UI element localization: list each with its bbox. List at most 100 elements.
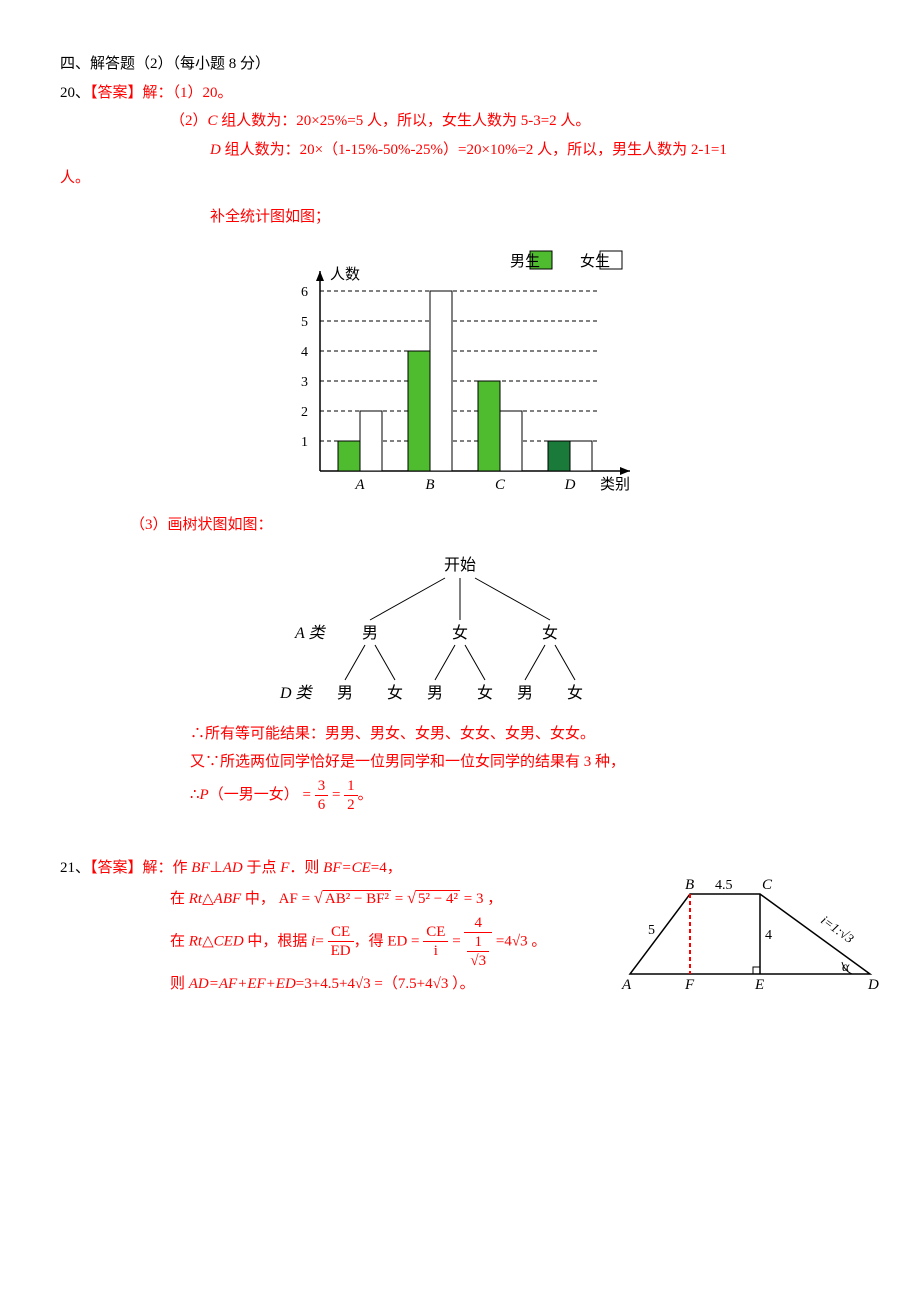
q21-line3: 在 Rt△CED 中，根据 i= CEED，得 ED = CEi = 41√3 … (60, 914, 580, 970)
xcat: D (564, 477, 576, 493)
bar-b-male (408, 351, 430, 471)
text: =4 (492, 933, 512, 949)
sqrt-expr: 5² − 4² (407, 882, 460, 914)
q20-concl-2: 又∵所选两位同学恰好是一位男同学和一位女同学的结果有 3 种， (60, 748, 860, 777)
bar-b-female (430, 291, 452, 471)
pt-e: E (754, 977, 764, 993)
text: 。 (358, 786, 373, 802)
y-axis-label: 人数 (330, 266, 360, 283)
legend-male-label: 男生 (510, 253, 540, 270)
pt-b: B (685, 877, 694, 893)
text: （一男一女） (209, 786, 299, 802)
q20-part2-line1: （2）C 组人数为：20×25%=5 人，所以，女生人数为 5-3=2 人。 (60, 107, 860, 136)
text: =4， (371, 860, 402, 876)
ytick: 1 (301, 435, 308, 450)
text: （2） (170, 113, 208, 129)
ytick: 3 (301, 375, 308, 390)
bar-a-female (360, 411, 382, 471)
ytick: 6 (301, 285, 308, 300)
tree-svg: 开始 A 类 男 女 女 D 类 男 女 男 女 男 女 (240, 550, 680, 710)
text: 解：作 (143, 860, 192, 876)
pt-f: F (684, 977, 695, 993)
frac-3-6: 36 (315, 777, 329, 814)
q20-tree-diagram: 开始 A 类 男 女 女 D 类 男 女 男 女 男 女 (60, 550, 860, 710)
tree-l2: 男 (427, 685, 443, 702)
text: ）。 (448, 976, 474, 992)
text: 于点 (243, 860, 281, 876)
q20-part1: 解：（1）20。 (143, 85, 233, 101)
y-axis-arrow (316, 271, 324, 281)
q20: 20、【答案】解：（1）20。 (60, 79, 860, 108)
q21-line4: 则 AD=AF+EF+ED=3+4.5+4√3 =（7.5+4√3 ）。 (60, 970, 580, 999)
len-bc: 4.5 (715, 878, 733, 893)
bar-d-female (570, 441, 592, 471)
x-axis-arrow (620, 467, 630, 475)
frac-1-2: 12 (344, 777, 358, 814)
section-heading: 四、解答题（2）（每小题 8 分） (60, 50, 860, 79)
var: BF=CE (323, 860, 371, 876)
pt-d: D (867, 977, 879, 993)
sqrt-expr: AB² − BF² (314, 882, 391, 914)
var-d: D (210, 142, 221, 158)
text: = (315, 933, 327, 949)
tree-l1: 女 (542, 623, 558, 642)
var-p: P (200, 786, 209, 802)
ytick: 2 (301, 405, 308, 420)
text: = 3 ， (460, 891, 502, 907)
text: △ (202, 933, 214, 949)
q20-concl-1: ∴所有等可能结果：男男、男女、女男、女女、女男、女女。 (60, 720, 860, 749)
var: Rt (189, 933, 202, 949)
tree-l2: 女 (477, 683, 493, 702)
tree-root: 开始 (444, 556, 476, 574)
frac-4-over: 41√3 (464, 914, 492, 970)
sqrt3: √3 (433, 976, 449, 992)
tree-l1: 男 (362, 625, 378, 642)
tree-l2: 男 (337, 685, 353, 702)
xcat: C (495, 477, 506, 493)
text: = (391, 891, 407, 907)
tree-l2-label: D 类 (279, 684, 314, 702)
var: Rt (189, 891, 202, 907)
answer-tag: 【答案】 (90, 85, 143, 101)
text: ，得 ED = (354, 933, 424, 949)
len-ab: 5 (648, 923, 655, 938)
ytick: 4 (301, 345, 308, 360)
text: =（7.5+4 (371, 976, 433, 992)
q21-label: 21、 (60, 860, 90, 876)
var-c: C (208, 113, 218, 129)
trapezoid-svg: B C A F E D 4.5 5 4 i=1:√3 α (620, 864, 880, 994)
text: 中， AF = (241, 891, 314, 907)
tree-l2: 女 (387, 683, 403, 702)
text: =3+4.5+4 (296, 976, 355, 992)
xcat: B (425, 477, 434, 493)
q21-figure: B C A F E D 4.5 5 4 i=1:√3 α (620, 864, 880, 994)
sqrt3: √3 (355, 976, 371, 992)
text: 在 (170, 933, 189, 949)
var: F (280, 860, 289, 876)
text: 组人数为：20×25%=5 人，所以，女生人数为 5-3=2 人。 (218, 113, 591, 129)
frac-ce-ed: CEED (328, 923, 354, 960)
text: ⊥ (210, 860, 223, 876)
tree-l1-label: A 类 (294, 624, 326, 642)
q21: 21、【答案】解：作 BF⊥AD 于点 F．则 BF=CE=4， 在 Rt△AB… (60, 854, 860, 999)
xcat: A (354, 477, 365, 493)
frac-ce-i: CEi (423, 923, 448, 960)
text: 在 (170, 891, 189, 907)
right-angle-icon (753, 967, 760, 974)
q20-part2-line2: D 组人数为：20×（1-15%-50%-25%）=20×10%=2 人，所以，… (60, 136, 860, 165)
bar-chart-svg: 男生 女生 人数 类别 1 2 3 4 5 6 A B C D (260, 241, 660, 501)
bar-a-male (338, 441, 360, 471)
text: ．则 (289, 860, 323, 876)
q20-bar-chart: 男生 女生 人数 类别 1 2 3 4 5 6 A B C D (60, 241, 860, 501)
q20-part2-line3: 人。 (60, 164, 860, 193)
tree-l2: 男 (517, 685, 533, 702)
answer-tag: 【答案】 (90, 860, 143, 876)
var: CED (214, 933, 244, 949)
pt-a: A (621, 977, 632, 993)
bar-c-female (500, 411, 522, 471)
text: 。 (528, 933, 547, 949)
text: △ (202, 891, 214, 907)
text: 中，根据 (244, 933, 312, 949)
q20-chart-caption: 补全统计图如图； (60, 203, 860, 232)
ytick: 5 (301, 315, 308, 330)
